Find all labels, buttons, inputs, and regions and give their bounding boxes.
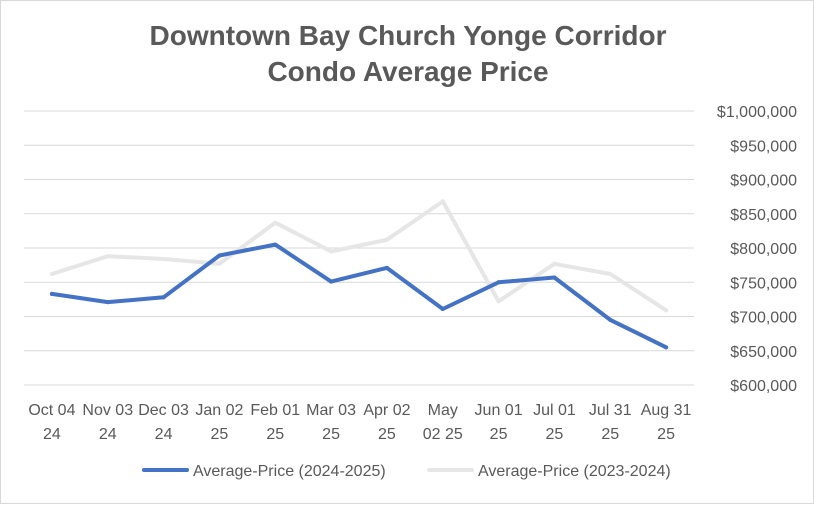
x-tick-label-0: Oct 04 24 xyxy=(28,402,75,443)
x-tick-label-6: Apr 02 25 xyxy=(363,402,410,443)
series-1-point-8 xyxy=(496,299,501,304)
y-tick-label-2: $700,000 xyxy=(730,310,797,327)
series-0-point-2 xyxy=(161,295,166,300)
series-1-point-11 xyxy=(664,308,669,313)
series-0-point-4 xyxy=(273,242,278,247)
x-tick-label-11: Aug 31 25 xyxy=(641,402,692,443)
x-tick-label-4: Feb 01 25 xyxy=(250,402,300,443)
x-tick-label-9: Jul 01 25 xyxy=(533,402,576,443)
y-tick-label-5: $850,000 xyxy=(730,207,797,224)
x-tick-label-8: Jun 01 25 xyxy=(475,402,523,443)
y-tick-label-7: $950,000 xyxy=(730,138,797,155)
series-0-point-9 xyxy=(552,275,557,280)
series-1-point-7 xyxy=(440,199,445,204)
series-0-point-1 xyxy=(105,300,110,305)
y-tick-label-3: $750,000 xyxy=(730,275,797,292)
legend-label-1: Average-Price (2023-2024) xyxy=(478,463,671,480)
legend-label-0: Average-Price (2024-2025) xyxy=(193,463,386,480)
series-1-point-1 xyxy=(105,254,110,259)
series-0-point-10 xyxy=(608,317,613,322)
series-1-point-0 xyxy=(49,272,54,277)
series-0-point-11 xyxy=(664,345,669,350)
x-tick-label-3: Jan 02 25 xyxy=(195,402,243,443)
chart-title-line-2: Condo Average Price xyxy=(267,56,548,87)
series-line-0 xyxy=(49,242,669,350)
series-1-point-5 xyxy=(329,249,334,254)
y-axis-labels: $600,000 $650,000 $700,000 $750,000 $800,000… xyxy=(717,104,797,395)
y-tick-label-0: $600,000 xyxy=(730,378,797,395)
y-tick-label-1: $650,000 xyxy=(730,344,797,361)
series-1-point-10 xyxy=(608,272,613,277)
gridlines xyxy=(24,110,694,386)
series-1-point-9 xyxy=(552,261,557,266)
chart-title-line-1: Downtown Bay Church Yonge Corridor xyxy=(150,20,667,51)
series-0-point-3 xyxy=(217,253,222,258)
series-1-point-6 xyxy=(384,237,389,242)
legend: Average-Price (2024-2025) Average-Price (… xyxy=(142,463,671,480)
series-lines xyxy=(49,199,669,350)
series-0-point-0 xyxy=(49,291,54,296)
x-tick-label-2: Dec 03 24 xyxy=(138,402,189,443)
series-0-point-8 xyxy=(496,280,501,285)
x-tick-label-1: Nov 03 24 xyxy=(82,402,133,443)
series-1-point-3 xyxy=(217,261,222,266)
series-1-point-2 xyxy=(161,256,166,261)
x-tick-label-5: Mar 03 25 xyxy=(306,402,356,443)
series-1-point-4 xyxy=(273,220,278,225)
y-tick-label-4: $800,000 xyxy=(730,241,797,258)
x-tick-label-10: Jul 31 25 xyxy=(589,402,632,443)
series-line-1 xyxy=(49,199,669,313)
series-0-point-6 xyxy=(384,265,389,270)
x-tick-label-7: May 02 25 xyxy=(423,402,463,443)
series-0-point-7 xyxy=(440,306,445,311)
series-0-point-5 xyxy=(329,279,334,284)
y-tick-label-6: $900,000 xyxy=(730,173,797,190)
y-tick-label-8: $1,000,000 xyxy=(717,104,797,121)
